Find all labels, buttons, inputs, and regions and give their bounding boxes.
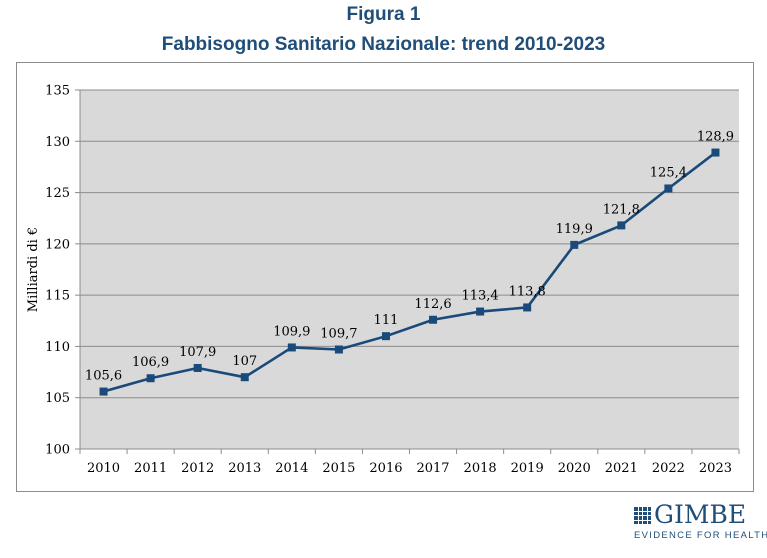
data-label: 109,9 — [273, 324, 310, 339]
data-label: 107,9 — [179, 345, 216, 360]
plot-area — [80, 90, 739, 449]
y-tick-label: 115 — [45, 289, 70, 304]
x-tick-label: 2022 — [652, 461, 685, 476]
data-point — [523, 303, 532, 312]
y-tick-label: 135 — [45, 84, 70, 99]
x-tick-label: 2013 — [228, 461, 261, 476]
data-label: 119,9 — [556, 222, 593, 237]
data-label: 125,4 — [650, 165, 687, 180]
logo-tagline: EVIDENCE FOR HEALTH — [634, 530, 767, 541]
data-point — [99, 387, 108, 396]
data-point — [240, 373, 249, 382]
x-tick-label: 2019 — [511, 461, 544, 476]
figure-subtitle: Fabbisogno Sanitario Nazionale: trend 20… — [161, 34, 606, 55]
logo-wordmark: GIMBE — [654, 500, 747, 529]
data-point — [711, 148, 720, 157]
chart-frame: 100 105 110 115 120 125 130 135 2010 2011 2012 2013… — [16, 62, 754, 492]
data-point — [429, 315, 438, 324]
data-label: 105,6 — [85, 369, 122, 384]
data-point — [664, 184, 673, 193]
data-label: 128,9 — [697, 130, 734, 145]
x-tick-label: 2014 — [275, 461, 308, 476]
data-point — [193, 363, 202, 372]
gimbe-logo-icon — [634, 507, 651, 524]
x-tick-label: 2012 — [181, 461, 214, 476]
gimbe-logo: GIMBE EVIDENCE FOR HEALTH — [632, 500, 767, 547]
data-point — [287, 343, 296, 352]
x-tick-label: 2020 — [558, 461, 591, 476]
line-chart: 100 105 110 115 120 125 130 135 2010 2011 2012 2013… — [26, 84, 740, 476]
y-tick-label: 120 — [45, 237, 70, 252]
x-tick-label: 2011 — [134, 461, 167, 476]
x-tick-label: 2021 — [605, 461, 638, 476]
series-line — [103, 151, 717, 393]
data-point — [334, 345, 343, 354]
data-label: 111 — [374, 313, 399, 328]
x-tick-label: 2023 — [699, 461, 732, 476]
data-point — [617, 221, 626, 230]
data-point — [381, 332, 390, 341]
data-point — [476, 307, 485, 316]
data-label: 106,9 — [132, 355, 169, 370]
x-tick-label: 2015 — [322, 461, 355, 476]
data-label: 113,4 — [461, 289, 498, 304]
x-tick-label: 2010 — [87, 461, 120, 476]
y-tick-label: 110 — [45, 340, 70, 355]
data-label: 107 — [232, 354, 257, 369]
data-label: 113,8 — [509, 284, 546, 299]
figure-label: Figura 1 — [346, 4, 421, 25]
y-axis-label: Milliardi di € — [26, 227, 41, 312]
y-tick-label: 105 — [45, 391, 70, 406]
x-tick-label: 2016 — [369, 461, 402, 476]
data-point — [146, 374, 155, 383]
x-tick-label: 2017 — [416, 461, 449, 476]
data-label: 109,7 — [320, 327, 357, 342]
y-tick-label: 125 — [45, 186, 70, 201]
data-label: 112,6 — [414, 297, 451, 312]
x-tick-label: 2018 — [464, 461, 497, 476]
data-point — [570, 240, 579, 249]
y-tick-label: 100 — [45, 443, 70, 458]
data-label: 121,8 — [603, 202, 640, 217]
y-tick-label: 130 — [45, 135, 70, 150]
